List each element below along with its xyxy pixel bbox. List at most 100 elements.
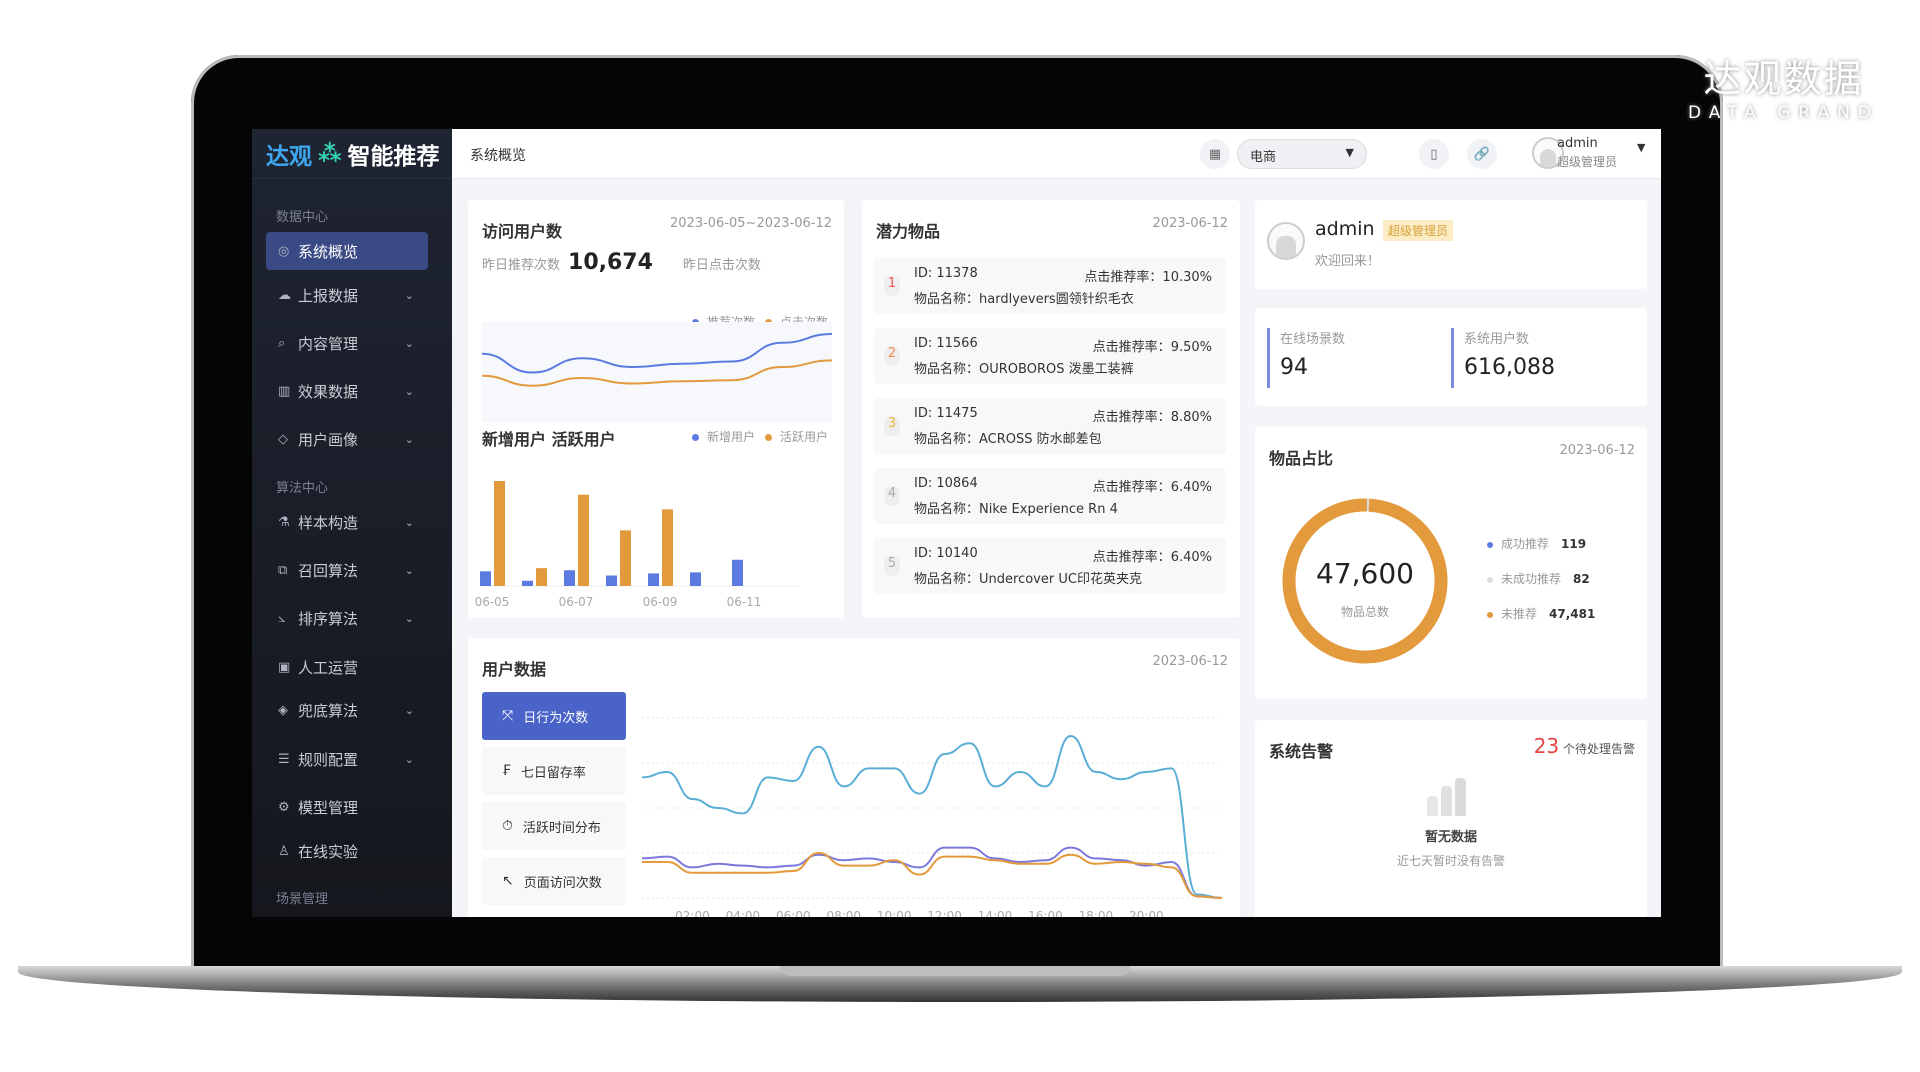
sidebar-item[interactable]: ◇ 用户画像 ⌄ (266, 420, 428, 458)
card-title: 用户数据 (482, 660, 547, 679)
visits-line-chart (481, 322, 833, 422)
sidebar-item[interactable]: ◈ 兜底算法 ⌄ (266, 691, 428, 729)
chevron-down-icon: ⌄ (404, 384, 414, 398)
sidebar-item-label: 内容管理 (298, 334, 359, 353)
name-value: hardlyevers圆领针织毛衣 (979, 292, 1134, 307)
logo-text-a: 达观 (266, 143, 312, 170)
legend-item[interactable]: 未成功推荐 82 (1487, 570, 1595, 587)
user-menu-caret-icon[interactable]: ▼ (1637, 141, 1646, 154)
name-label: 物品名称： (914, 502, 980, 517)
bar (620, 530, 631, 586)
sidebar-item[interactable]: ⌕ 内容管理 ⌄ (266, 324, 428, 362)
sidebar-item-label: 模型管理 (298, 798, 359, 817)
empty-text: 近七天暂时没有告警 (1396, 854, 1505, 868)
document-icon[interactable]: ▯ (1419, 139, 1449, 169)
calculator-icon[interactable]: ▦ (1200, 139, 1230, 169)
potential-items-card: 潜力物品 2023-06-12 1 ID: 11378 点击推荐率：10.30% 物品… (862, 200, 1240, 618)
list-item[interactable]: 4 ID: 10864 点击推荐率：6.40% 物品名称：Nike Experienc… (874, 468, 1226, 524)
tick-label: 18:00 (1079, 909, 1114, 917)
rank-badge: 5 (884, 556, 900, 576)
tick-label: 06-11 (727, 595, 762, 609)
rec-label: 昨日推荐次数 (482, 258, 561, 273)
name-label: 物品名称： (914, 572, 980, 587)
legend-label: 未成功推荐 (1501, 572, 1562, 586)
tick-label: 12:00 (927, 909, 962, 917)
sidebar-item-label: 规则配置 (298, 750, 359, 769)
sidebar-item[interactable]: ☰ 规则配置 ⌄ (266, 740, 428, 778)
user-name[interactable]: admin (1557, 136, 1598, 151)
app-logo[interactable]: 达观 ⁂ 智能推荐 (252, 129, 452, 179)
sidebar-item[interactable]: ⚙ 模型管理 (266, 788, 428, 826)
name-value: OUROBOROS 泼墨工装裤 (979, 362, 1134, 377)
sidebar-section-label: 场景管理 (276, 892, 329, 907)
item-name: 物品名称：OUROBOROS 泼墨工装裤 (914, 358, 1134, 377)
tab-3[interactable]: ↖ 页面访问次数 (482, 857, 626, 905)
tick-label: 14:00 (978, 909, 1013, 917)
tab-1[interactable]: ₣ 七日留存率 (482, 747, 626, 795)
legend-label: 未推荐 (1501, 607, 1538, 621)
link-icon[interactable]: 🔗 (1467, 139, 1497, 169)
brand-cn: 达观数据 (1703, 57, 1864, 101)
chevron-down-icon: ⌄ (404, 611, 414, 625)
legend-item[interactable]: 活跃用户 (764, 428, 828, 445)
tab-2[interactable]: ⏱ 活跃时间分布 (482, 802, 626, 850)
list-item[interactable]: 3 ID: 11475 点击推荐率：8.80% 物品名称：ACROSS 防水邮差包 (874, 398, 1226, 454)
bar (536, 568, 547, 586)
stat-users: 系统用户数 616,088 (1451, 328, 1555, 388)
bar (494, 481, 505, 586)
user-avatar[interactable] (1532, 137, 1564, 169)
stopwatch-icon: ⏱ (502, 818, 513, 834)
app-screen: 达观 ⁂ 智能推荐 数据中心 算法中心 场景管理 ◎ 系统概览 ☁ 上报数据 ⌄ ⌕ 内容管理 ⌄ ▥ 效果… (252, 129, 1661, 917)
item-rate: 点击推荐率：9.50% (1093, 336, 1212, 355)
sidebar-item[interactable]: ⦣ 排序算法 ⌄ (266, 599, 428, 637)
gear-icon: ⚙ (278, 799, 290, 815)
search-icon: ⌕ (278, 335, 286, 351)
empty-title: 暂无数据 (1424, 830, 1477, 845)
sidebar-item[interactable]: ⚗ 样本构造 ⌄ (266, 503, 428, 541)
legend-item[interactable]: 未推荐 47,481 (1487, 605, 1595, 622)
item-id: ID: 10864 (914, 476, 978, 491)
sidebar-item[interactable]: ▥ 效果数据 ⌄ (266, 372, 428, 410)
alerts-card: 系统告警 23 个待处理告警 暂无数据 近七天暂时没有告警 (1255, 720, 1647, 917)
monitor-icon: ▣ (278, 659, 291, 675)
list-item[interactable]: 5 ID: 10140 点击推荐率：6.40% 物品名称：Undercover UC印… (874, 538, 1226, 594)
recall-icon: ⧉ (278, 562, 288, 578)
empty-data-icon (1427, 778, 1466, 816)
tick-label: 06-09 (643, 595, 678, 609)
click-label: 昨日点击次数 (682, 258, 761, 273)
item-id: ID: 11566 (914, 336, 978, 351)
bar-chart-icon: ▥ (278, 383, 291, 399)
sidebar-item[interactable]: ◎ 系统概览 (266, 232, 428, 270)
list-item[interactable]: 2 ID: 11566 点击推荐率：9.50% 物品名称：OUROBOROS 泼墨工装… (874, 328, 1226, 384)
list-item[interactable]: 1 ID: 11378 点击推荐率：10.30% 物品名称：hardlyevers圆领… (874, 258, 1226, 314)
bar (662, 509, 673, 586)
sidebar-item[interactable]: ▣ 人工运营 (266, 648, 428, 686)
tab-0[interactable]: ⤧ 日行为次数 (482, 692, 626, 740)
legend-value: 82 (1573, 572, 1590, 586)
bar (690, 572, 701, 586)
sidebar-item[interactable]: ⧉ 召回算法 ⌄ (266, 551, 428, 589)
item-name: 物品名称：Undercover UC印花英夹克 (914, 568, 1142, 587)
card-title: 访问用户数 (482, 222, 563, 241)
caret-down-icon: ▼ (1345, 146, 1354, 159)
sidebar-section-label: 数据中心 (276, 210, 329, 225)
sidebar-item[interactable]: ♙ 在线实验 (266, 832, 428, 870)
series-line-1 (641, 846, 1223, 899)
sliders-icon: ☰ (278, 751, 290, 767)
rate-value: 8.80% (1170, 410, 1212, 425)
scene-select[interactable]: 电商 ▼ (1237, 139, 1367, 169)
user-data-line-chart: 02:00 04:00 06:00 08:00 10:00 12:00 14:00 16:00… (641, 717, 1223, 917)
welcome-text: 欢迎回来！ (1315, 254, 1381, 269)
scene-select-value: 电商 (1250, 150, 1277, 165)
legend-item[interactable]: 新增用户 (691, 428, 755, 445)
rate-value: 6.40% (1170, 550, 1212, 565)
bar (564, 570, 575, 586)
legend-label: 活跃用户 (779, 430, 828, 444)
donut-slice-2 (1282, 498, 1448, 664)
user-role: 超级管理员 (1557, 155, 1618, 169)
beaker-icon: ♙ (278, 843, 290, 859)
sidebar-item[interactable]: ☁ 上报数据 ⌄ (266, 276, 428, 314)
legend-item[interactable]: 成功推荐 119 (1487, 535, 1595, 552)
sort-icon: ⦣ (278, 610, 286, 626)
item-name: 物品名称：ACROSS 防水邮差包 (914, 428, 1102, 447)
